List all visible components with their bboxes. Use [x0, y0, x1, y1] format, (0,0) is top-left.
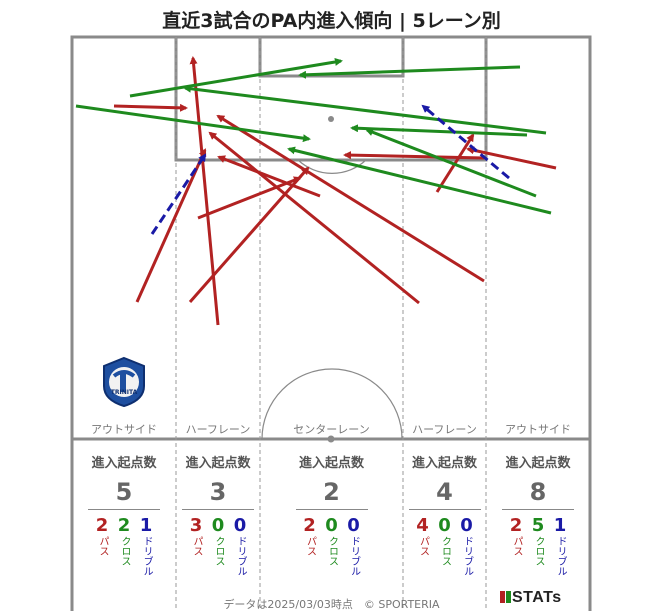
- stat-total: 2: [323, 478, 340, 506]
- dribble-count: 1: [553, 515, 567, 536]
- pass-arrow: [113, 103, 188, 112]
- brand-name: STATs: [512, 589, 562, 606]
- dribble-arrows: [150, 104, 510, 235]
- cross-count: 0: [211, 515, 225, 536]
- dribble-label: ドリブル: [555, 536, 566, 576]
- logo-bar-icon: [500, 591, 505, 603]
- cross-arrows: [75, 58, 552, 215]
- stat-total: 3: [209, 478, 227, 506]
- cross-arrow: [365, 128, 537, 198]
- dribble-arrow: [421, 104, 510, 180]
- pass-count: 2: [303, 515, 316, 536]
- stat-header: 進入起点数: [185, 456, 251, 471]
- cross-count: 0: [325, 515, 338, 536]
- center-spot: [327, 435, 335, 443]
- goal-area: [258, 35, 405, 78]
- lane-label-center: センターレーン: [293, 423, 370, 436]
- cross-label: クロス: [213, 536, 224, 566]
- stat-header: 進入起点数: [505, 456, 571, 471]
- cross-arrow: [75, 104, 311, 143]
- lane-stats-center: 進入起点数 2 2 パス 0 クロス 0 ドリブル: [260, 452, 403, 576]
- lane-label-half-right: ハーフレーン: [412, 423, 477, 436]
- dribble-count: 0: [347, 515, 360, 536]
- pass-count: 2: [95, 515, 109, 536]
- pass-arrow: [197, 176, 302, 220]
- cross-arrow: [129, 58, 343, 98]
- cross-count: 0: [438, 515, 451, 536]
- pass-count: 4: [416, 515, 429, 536]
- stat-header: 進入起点数: [91, 456, 157, 471]
- dribble-count: 1: [139, 515, 153, 536]
- pass-arrow: [188, 166, 310, 303]
- penalty-spot: [328, 116, 334, 122]
- logo-bar-icon: [506, 591, 511, 603]
- pass-label: パス: [304, 536, 316, 556]
- pass-arrow: [343, 151, 485, 160]
- dribble-arrow: [150, 153, 207, 235]
- pass-count: 3: [189, 515, 203, 536]
- lane-label-half-left: ハーフレーン: [185, 423, 251, 436]
- stat-header: 進入起点数: [411, 456, 477, 471]
- lane-label-outside-left: アウトサイド: [91, 423, 157, 436]
- cross-count: 5: [531, 515, 545, 536]
- cross-label: クロス: [326, 536, 338, 566]
- pass-label: パス: [191, 536, 202, 556]
- pass-arrow: [466, 146, 557, 170]
- stat-total: 5: [115, 478, 133, 506]
- svg-text:TRINITA: TRINITA: [111, 389, 138, 396]
- pass-label: パス: [511, 536, 522, 556]
- stat-total: 8: [529, 478, 547, 506]
- pass-arrow: [216, 114, 485, 283]
- dribble-label: ドリブル: [141, 536, 152, 576]
- pass-arrow: [217, 155, 321, 198]
- cross-label: クロス: [119, 536, 130, 566]
- pass-count: 2: [509, 515, 523, 536]
- cross-count: 2: [117, 515, 131, 536]
- pass-arrow: [189, 56, 220, 326]
- stat-total: 4: [436, 478, 453, 506]
- dribble-label: ドリブル: [235, 536, 246, 576]
- lane-stats-outside-right: 進入起点数 8 2 パス 5 クロス 1 ドリブル: [486, 452, 590, 576]
- stat-header: 進入起点数: [298, 456, 364, 471]
- center-circle: [261, 368, 403, 440]
- cross-arrow: [298, 65, 521, 79]
- lane-stats-half-right: 進入起点数 4 4 パス 0 クロス 0 ドリブル: [403, 452, 486, 576]
- page-title: 直近3試合のPA内進入傾向 | 5レーン別: [162, 10, 501, 32]
- cross-arrow: [183, 84, 547, 135]
- lane-label-outside-right: アウトサイド: [505, 423, 571, 436]
- club-emblem-icon: TRINITA: [103, 356, 145, 408]
- pass-arrow: [208, 131, 420, 305]
- dribble-count: 0: [233, 515, 247, 536]
- cross-arrow: [287, 146, 552, 215]
- pass-label: パス: [97, 536, 108, 556]
- pass-arrows: [113, 56, 557, 326]
- stats-logo: STATs: [500, 589, 562, 607]
- dribble-label: ドリブル: [461, 536, 473, 576]
- lane-stats-half-left: 進入起点数 3 3 パス 0 クロス 0 ドリブル: [176, 452, 260, 576]
- lane-dividers: [175, 37, 487, 611]
- pass-label: パス: [417, 536, 429, 556]
- cross-label: クロス: [533, 536, 544, 566]
- footer-credit: データは2025/03/03時点 © SPORTERIA: [223, 598, 440, 611]
- dribble-label: ドリブル: [348, 536, 360, 576]
- cross-label: クロス: [439, 536, 451, 566]
- lane-stats-outside-left: 進入起点数 5 2 パス 2 クロス 1 ドリブル: [72, 452, 176, 576]
- dribble-count: 0: [460, 515, 473, 536]
- pass-arrow: [135, 148, 207, 303]
- cross-arrow: [350, 124, 528, 137]
